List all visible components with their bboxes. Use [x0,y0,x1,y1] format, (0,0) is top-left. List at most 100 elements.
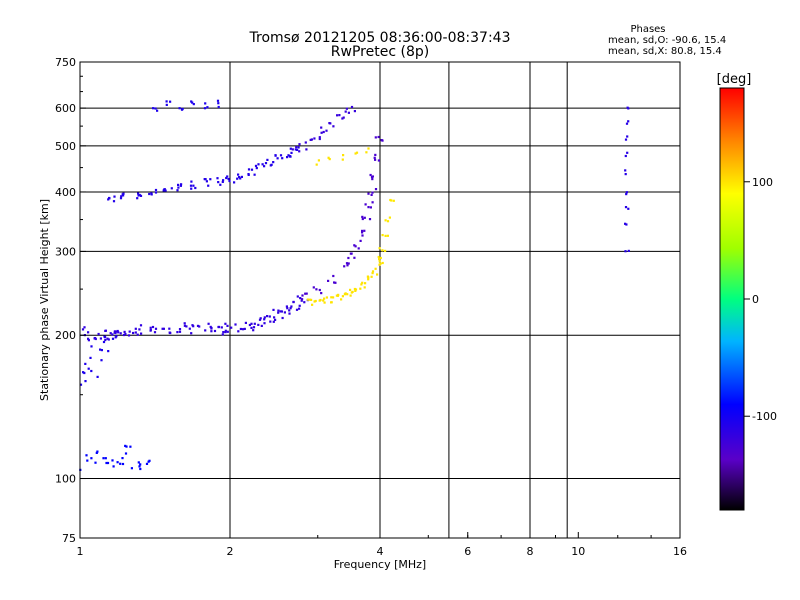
data-point [363,216,366,219]
data-point [240,175,243,178]
data-point [104,457,107,460]
data-point [288,312,291,315]
data-point [340,298,343,301]
data-point [170,187,173,190]
data-point [263,316,266,319]
data-point [323,301,326,304]
data-point [349,288,352,291]
data-point [286,307,289,310]
data-point [367,192,370,195]
data-point [320,131,323,134]
data-point [298,304,301,307]
data-point [359,287,362,290]
data-point [301,298,304,301]
data-point [336,114,339,117]
data-point [122,192,125,195]
data-point [361,229,364,232]
data-point [303,301,306,304]
data-point [343,265,346,268]
y-tick-label: 600 [55,102,76,115]
data-point [87,337,90,340]
data-point [224,331,227,334]
data-point [82,371,85,374]
data-point [112,200,116,203]
data-point [165,100,168,103]
data-point [378,247,381,250]
data-point [106,461,110,465]
data-point [308,298,311,301]
data-point [90,457,93,460]
data-point [145,462,149,465]
data-point [320,126,323,129]
data-point [111,337,115,340]
data-point [96,375,99,378]
data-point [119,462,122,465]
data-point [107,198,110,201]
x-tick-label: 6 [464,545,471,558]
data-point [351,290,354,293]
data-point [163,188,166,191]
data-point [234,323,237,326]
data-point [355,151,359,154]
data-point [257,323,260,326]
data-point [313,300,316,303]
data-point [149,326,152,329]
data-point [116,461,119,464]
data-point [113,195,116,198]
data-point [625,193,628,196]
data-point [154,327,158,330]
data-point [102,457,105,460]
data-point [624,222,627,225]
data-point [103,335,106,338]
data-point [169,100,172,103]
data-point [328,122,331,125]
data-point [192,184,195,187]
data-point [105,461,108,465]
data-point [87,331,90,334]
data-point [264,162,268,165]
data-point [338,114,341,117]
data-point [104,329,107,332]
data-point [268,315,271,318]
data-point [233,181,236,184]
data-point [327,279,330,282]
y-tick-label: 100 [55,473,76,486]
data-point [318,136,321,139]
data-point [190,180,193,183]
data-point [224,329,227,332]
data-point [378,260,381,263]
data-point [315,163,318,166]
data-point [345,262,349,265]
data-point [625,122,629,125]
data-point [112,465,115,468]
data-point [260,324,263,327]
x-tick-label: 10 [571,545,585,558]
data-point [180,183,183,186]
data-point [161,327,164,330]
data-point [109,332,112,335]
data-point [217,102,220,105]
data-point [281,157,284,160]
data-point [624,169,627,172]
data-point [94,461,97,464]
data-point [318,299,321,302]
data-point [625,191,628,194]
data-point [345,107,348,110]
data-point [137,461,140,464]
data-point [266,158,269,161]
data-point [285,305,288,308]
data-point [317,159,320,162]
data-point [343,293,346,296]
data-point [350,105,354,109]
data-point [216,99,220,102]
data-point [149,329,152,332]
data-point [221,180,224,183]
data-point [183,322,186,325]
data-point [305,292,308,295]
data-point [226,330,229,333]
data-point [178,328,182,331]
data-point [119,332,122,335]
data-point [328,158,331,161]
data-point [164,189,167,192]
data-point [122,194,125,197]
